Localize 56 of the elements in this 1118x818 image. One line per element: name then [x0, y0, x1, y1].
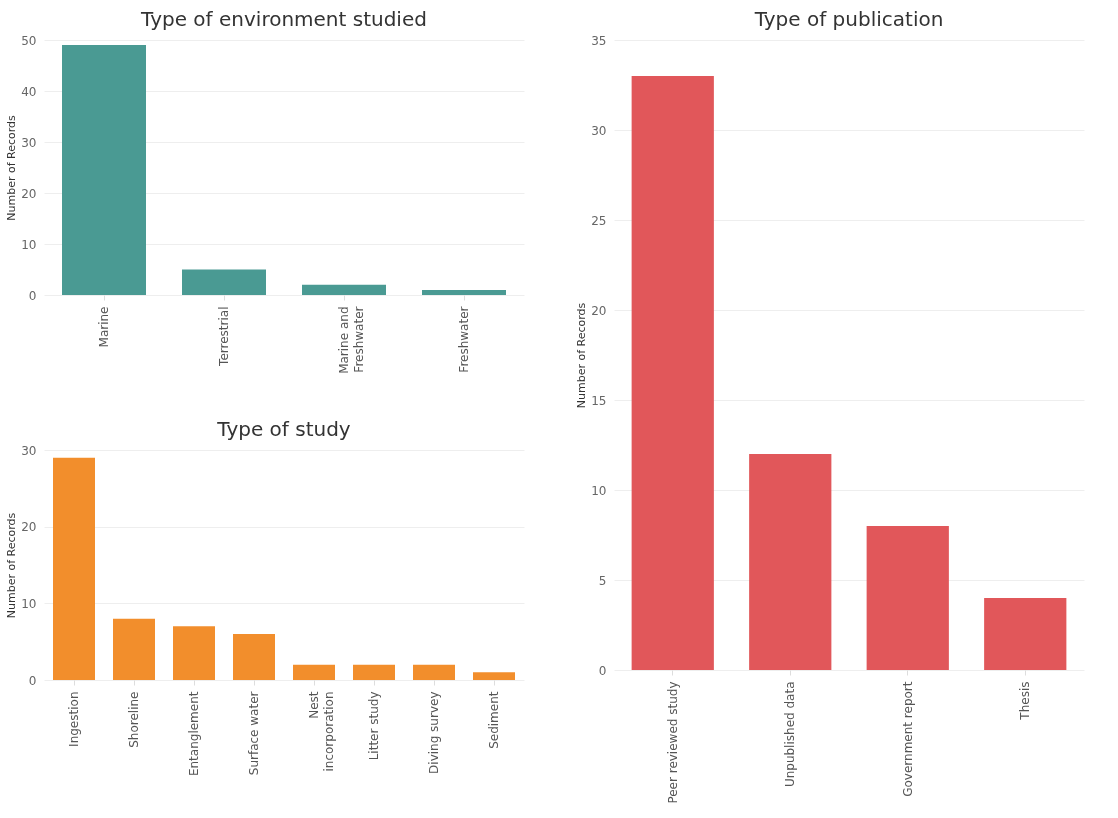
bar	[866, 526, 949, 670]
bar	[113, 618, 155, 680]
bar	[413, 664, 455, 680]
y-axis-title: Number of Records	[575, 302, 589, 409]
x-tick-label: Terrestrial	[217, 306, 231, 367]
bar	[473, 672, 515, 680]
x-tick-label: Government report	[900, 681, 915, 797]
y-tick-label: 40	[21, 84, 37, 99]
y-tick-label: 35	[591, 33, 607, 48]
y-tick-label: 20	[21, 186, 37, 201]
y-tick-label: 25	[591, 213, 607, 228]
y-tick-label: 0	[598, 663, 607, 678]
y-tick-label: 20	[21, 520, 37, 535]
x-tick-label: Thesis	[1018, 681, 1033, 721]
y-axis-title: Number of Records	[5, 512, 19, 619]
bar	[353, 664, 395, 680]
bar	[233, 634, 275, 680]
x-tick-label: Marine and Freshwater	[337, 306, 366, 374]
bar	[173, 626, 215, 680]
bar	[53, 457, 95, 680]
bar	[749, 454, 832, 670]
y-tick-label: 10	[21, 237, 37, 252]
x-tick-label: Diving survey	[427, 691, 441, 774]
y-tick-label: 5	[598, 573, 607, 588]
x-tick-label: Marine	[97, 306, 111, 348]
y-tick-label: 30	[21, 135, 37, 150]
y-tick-label: 0	[28, 288, 37, 303]
y-tick-label: 50	[21, 33, 37, 48]
y-tick-label: 30	[21, 443, 37, 458]
x-tick-label: Sediment	[487, 691, 501, 749]
bar	[422, 289, 506, 295]
x-tick-label: Unpublished data	[783, 681, 798, 788]
x-tick-label: Ingestion	[67, 691, 81, 747]
x-tick-label: Freshwater	[457, 306, 471, 373]
y-tick-label: 30	[591, 123, 607, 138]
y-tick-label: 20	[591, 303, 607, 318]
chart-title: Type of study	[216, 417, 351, 441]
bar	[293, 664, 335, 680]
y-tick-label: 15	[591, 393, 607, 408]
x-tick-label: Shoreline	[127, 691, 141, 748]
bar	[182, 269, 266, 295]
x-tick-label: Surface water	[247, 691, 261, 776]
bar	[62, 45, 146, 295]
bar	[631, 76, 714, 670]
y-tick-label: 0	[28, 673, 37, 688]
x-tick-label: Nest incorporation	[307, 691, 336, 772]
y-tick-label: 10	[21, 596, 37, 611]
bar	[984, 598, 1067, 670]
y-tick-label: 10	[591, 483, 607, 498]
x-tick-label: Litter study	[367, 691, 381, 761]
chart-title: Type of environment studied	[140, 7, 427, 31]
bar	[302, 284, 386, 295]
chart-title: Type of publication	[753, 7, 944, 31]
x-tick-label: Peer reviewed study	[665, 681, 680, 804]
y-axis-title: Number of Records	[5, 114, 19, 221]
x-tick-label: Entanglement	[187, 691, 201, 777]
